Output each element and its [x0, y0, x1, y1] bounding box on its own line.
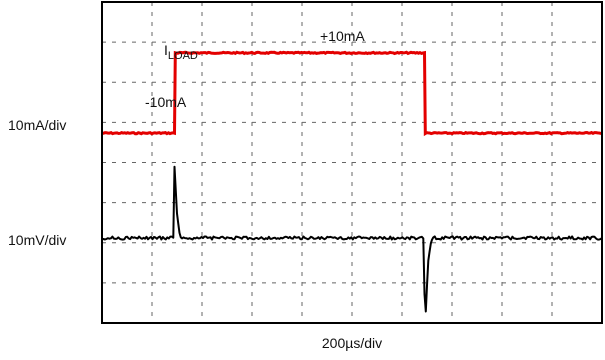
voltage-scale-label: 10mV/div: [8, 232, 66, 248]
plot-frame: [101, 1, 603, 324]
load-label: ILOAD: [164, 42, 198, 62]
grid-lines: [102, 2, 602, 323]
load-current-trace: [101, 50, 603, 137]
time-scale-label: 200µs/div: [322, 335, 382, 351]
high-level-label: +10mA: [320, 28, 365, 44]
current-scale-label: 10mA/div: [8, 117, 66, 133]
output-voltage-trace: [101, 165, 603, 313]
low-level-label: -10mA: [145, 94, 187, 110]
